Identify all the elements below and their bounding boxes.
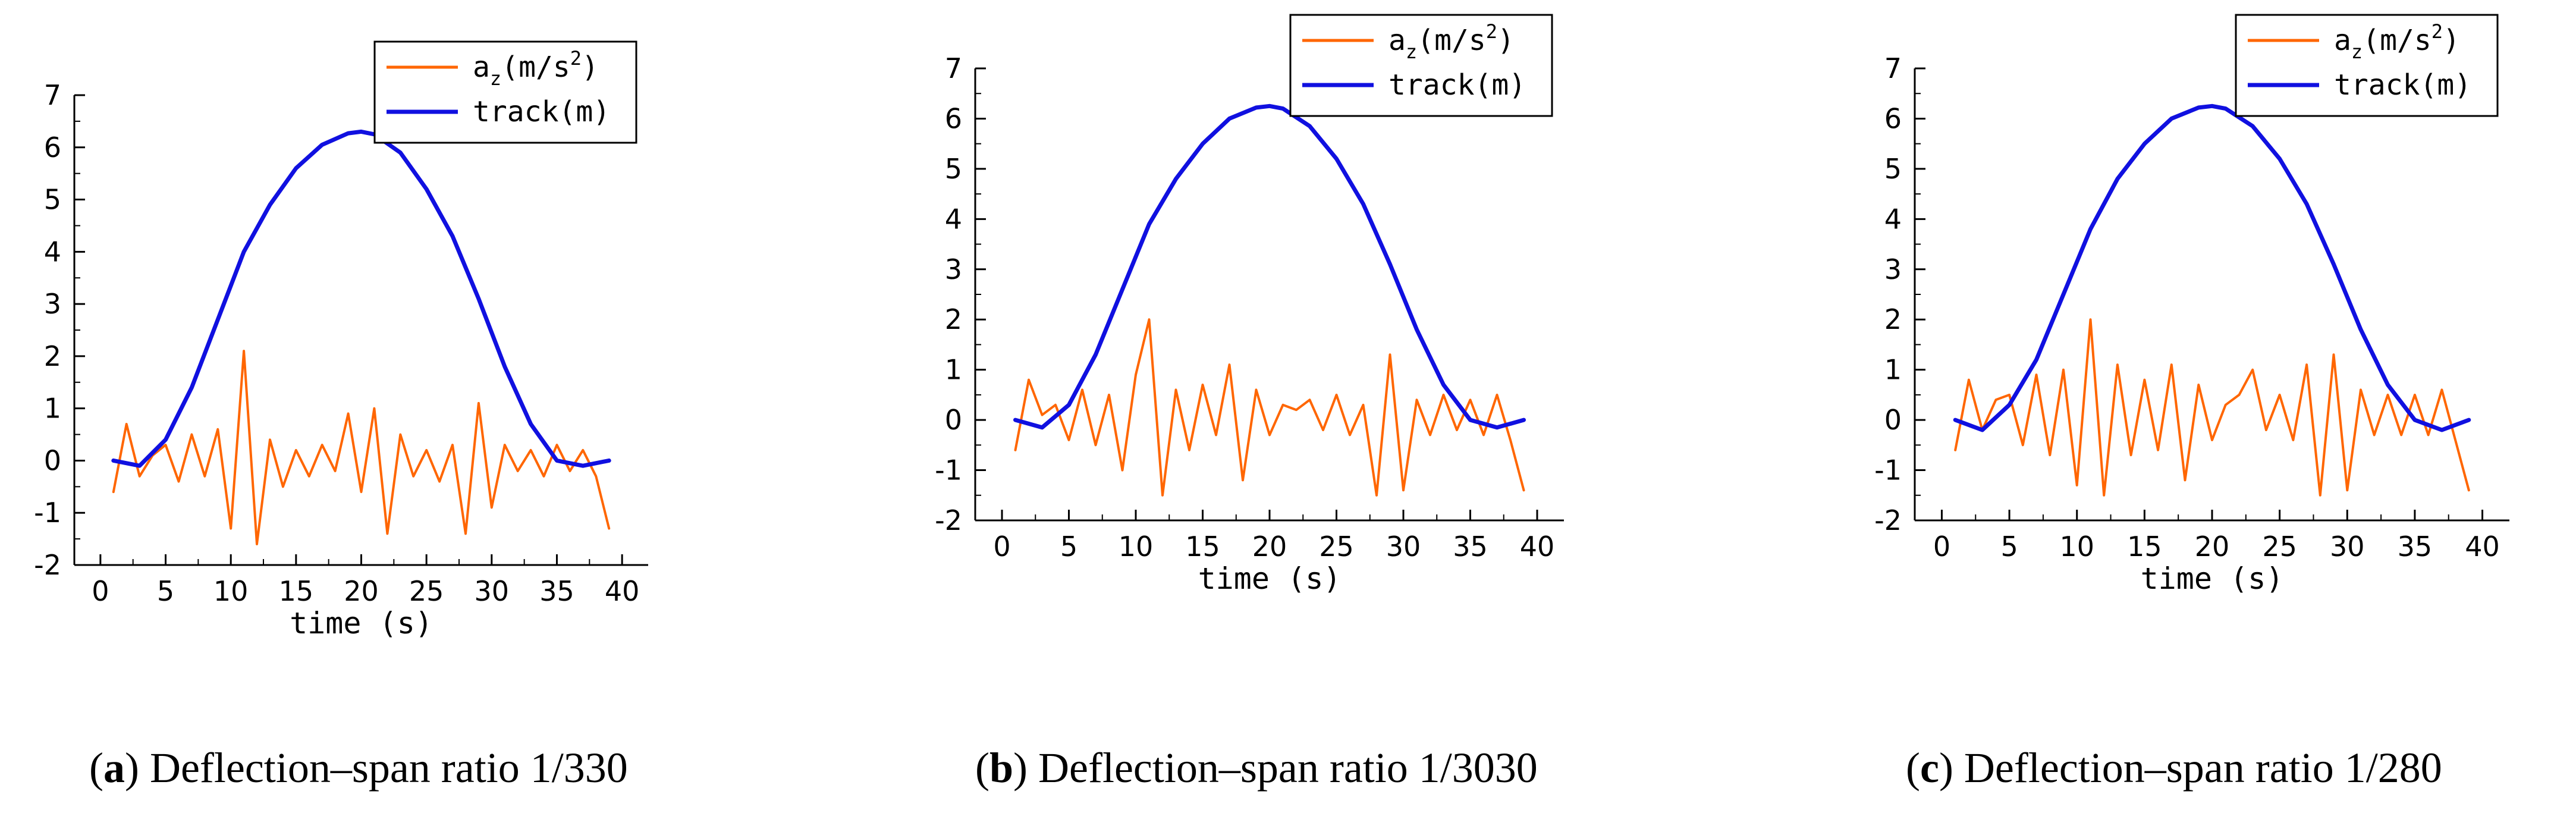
legend-label-acceleration: az(m/s2) xyxy=(2334,20,2460,63)
x-axis-title: time (s) xyxy=(290,606,433,641)
x-tick-label: 5 xyxy=(157,575,174,607)
x-tick-label: 35 xyxy=(539,575,574,607)
legend-label-track: track(m) xyxy=(2334,68,2471,102)
y-tick-label: 3 xyxy=(1884,253,1902,285)
x-tick-label: 15 xyxy=(1185,531,1220,563)
y-tick-label: 6 xyxy=(1884,102,1902,134)
legend-label-track: track(m) xyxy=(473,95,610,128)
x-tick-label: 15 xyxy=(279,575,314,607)
chart-svg: -2 -1 0 1 2 3 4 5 6 7 0 5 10 15 20 25 30 35 40 time (s) az(m… xyxy=(34,40,648,641)
x-tick-label: 30 xyxy=(1386,531,1421,563)
y-tick-label: -1 xyxy=(935,454,962,486)
legend-box xyxy=(373,40,637,144)
chart-svg: -2 -1 0 1 2 3 4 5 6 7 0 5 10 15 20 25 30 35 40 time (s) az(m… xyxy=(935,14,1564,596)
x-tick-label: 40 xyxy=(605,575,640,607)
chart-svg: -2 -1 0 1 2 3 4 5 6 7 0 5 10 15 20 25 30 35 40 time (s) az(m… xyxy=(1874,14,2509,596)
series-line-acceleration xyxy=(1954,318,2470,497)
x-tick-label: 40 xyxy=(2465,531,2500,563)
y-tick-label: 4 xyxy=(44,236,61,268)
y-tick-label: 5 xyxy=(945,153,962,185)
x-tick-label: 20 xyxy=(344,575,379,607)
x-tick-label: 10 xyxy=(213,575,249,607)
x-tick-label: 40 xyxy=(1520,531,1555,563)
y-tick-label: 4 xyxy=(1884,203,1902,235)
x-tick-label: 25 xyxy=(409,575,444,607)
series-line-track xyxy=(1013,103,1526,430)
x-tick-label: 0 xyxy=(92,575,109,607)
x-tick-label: 5 xyxy=(2000,531,2018,563)
caption-b: (b) Deflection–span ratio 1/3030 xyxy=(975,744,1538,792)
x-tick-label: 35 xyxy=(2398,531,2433,563)
x-tick-label: 15 xyxy=(2127,531,2162,563)
legend-label-acceleration: az(m/s2) xyxy=(1388,20,1515,63)
chart-panel-a: -2 -1 0 1 2 3 4 5 6 7 0 5 10 15 20 25 30 35 40 time (s) az(m… xyxy=(0,0,702,684)
y-tick-label: -2 xyxy=(1874,504,1902,536)
y-tick-label: 2 xyxy=(945,303,962,335)
y-tick-label: -1 xyxy=(1874,454,1902,486)
chart-panel-c: -2 -1 0 1 2 3 4 5 6 7 0 5 10 15 20 25 30 35 40 time (s) az(m… xyxy=(1814,0,2557,684)
y-tick-label: 1 xyxy=(1884,354,1902,386)
y-tick-label: 7 xyxy=(1884,52,1902,84)
y-tick-label: 0 xyxy=(945,404,962,436)
x-tick-label: 25 xyxy=(1319,531,1354,563)
y-tick-label: 3 xyxy=(945,253,962,285)
series-line-track xyxy=(111,129,611,468)
y-tick-label: 6 xyxy=(44,131,61,164)
x-tick-label: 10 xyxy=(1119,531,1154,563)
x-tick-label: 5 xyxy=(1060,531,1077,563)
x-axis-title: time (s) xyxy=(2141,561,2284,596)
series-line-track xyxy=(1953,103,2471,432)
series-line-acceleration xyxy=(1014,318,1525,497)
y-tick-label: 2 xyxy=(1884,303,1902,335)
legend-box xyxy=(2235,14,2499,117)
y-tick-label: 5 xyxy=(1884,153,1902,185)
y-tick-label: 0 xyxy=(44,444,61,476)
y-tick-label: 6 xyxy=(945,102,962,134)
y-tick-label: 1 xyxy=(44,393,61,425)
y-tick-label: 0 xyxy=(1884,404,1902,436)
y-tick-label: 7 xyxy=(945,52,962,84)
x-tick-label: 30 xyxy=(475,575,510,607)
x-axis-title: time (s) xyxy=(1198,561,1342,596)
x-tick-label: 20 xyxy=(1252,531,1287,563)
x-tick-label: 35 xyxy=(1453,531,1488,563)
chart-panel-b: -2 -1 0 1 2 3 4 5 6 7 0 5 10 15 20 25 30 35 40 time (s) az(m… xyxy=(874,0,1576,684)
legend-label-acceleration: az(m/s2) xyxy=(473,47,599,90)
y-tick-label: -2 xyxy=(34,549,61,581)
x-tick-label: 25 xyxy=(2262,531,2297,563)
series-line-acceleration xyxy=(112,350,611,545)
y-tick-label: 4 xyxy=(945,203,962,235)
y-tick-label: 7 xyxy=(44,79,61,111)
caption-c: (c) Deflection–span ratio 1/280 xyxy=(1906,744,2442,792)
x-tick-label: 10 xyxy=(2059,531,2094,563)
legend-label-track: track(m) xyxy=(1388,68,1526,102)
x-tick-label: 20 xyxy=(2195,531,2230,563)
y-tick-label: 3 xyxy=(44,288,61,320)
caption-a: (a) Deflection–span ratio 1/330 xyxy=(89,744,628,792)
y-tick-label: 5 xyxy=(44,184,61,216)
y-tick-label: -1 xyxy=(34,497,61,529)
x-tick-label: 0 xyxy=(1933,531,1950,563)
y-tick-label: 1 xyxy=(945,354,962,386)
y-tick-label: 2 xyxy=(44,340,61,372)
x-tick-label: 0 xyxy=(993,531,1010,563)
y-tick-label: -2 xyxy=(935,504,962,536)
legend-box xyxy=(1289,14,1553,117)
x-tick-label: 30 xyxy=(2330,531,2365,563)
